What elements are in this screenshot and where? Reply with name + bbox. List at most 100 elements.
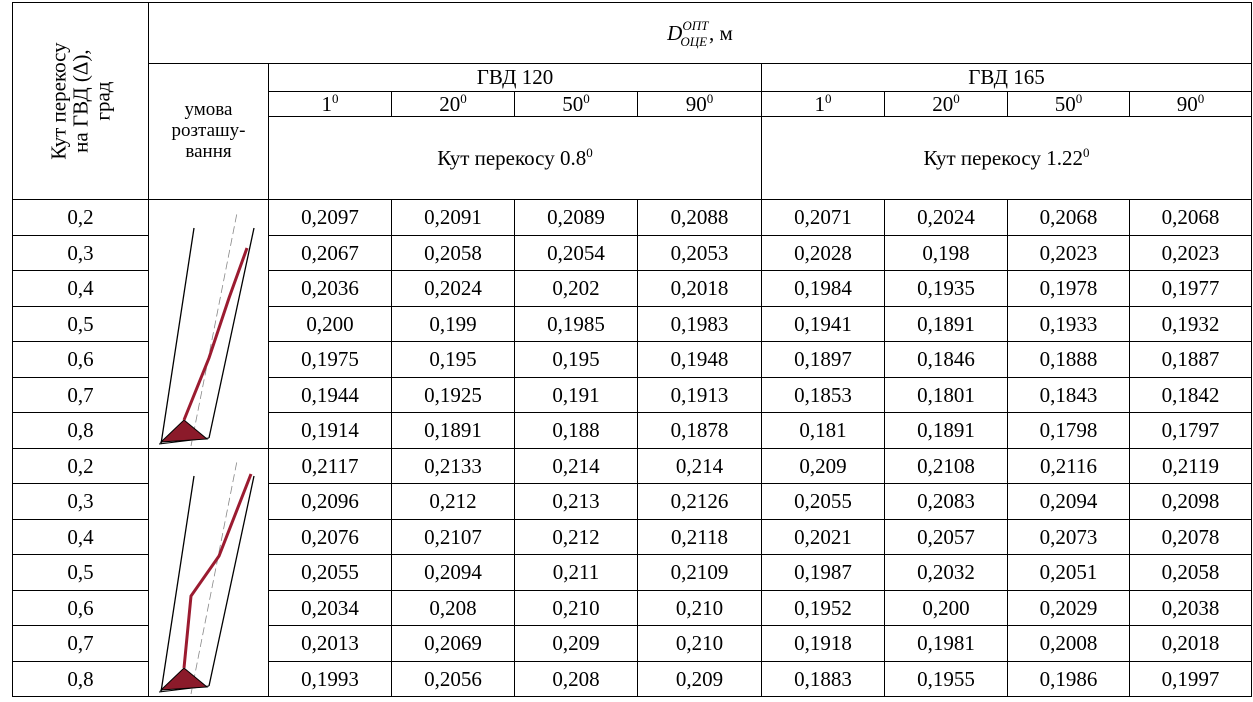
- value-cell: 0,2054: [515, 235, 638, 271]
- value-cell: 0,209: [762, 448, 885, 484]
- value-cell: 0,199: [392, 306, 515, 342]
- skew-value: 0,4: [13, 519, 149, 555]
- value-cell: 0,2119: [1130, 448, 1252, 484]
- angle-value: 90: [1177, 92, 1198, 116]
- value-cell: 0,1891: [885, 413, 1008, 449]
- value-cell: 0,1944: [269, 377, 392, 413]
- skew-text: Кут перекосу 1.22: [924, 146, 1083, 170]
- value-cell: 0,1985: [515, 306, 638, 342]
- value-cell: 0,2067: [269, 235, 392, 271]
- value-cell: 0,1888: [1008, 342, 1130, 378]
- angle: 200: [392, 92, 515, 117]
- side-label-line: Кут перекосу: [46, 42, 70, 159]
- value-cell: 0,2108: [885, 448, 1008, 484]
- skew-value: 0,3: [13, 235, 149, 271]
- skew-value: 0,6: [13, 590, 149, 626]
- value-cell: 0,1932: [1130, 306, 1252, 342]
- value-cell: 0,1878: [638, 413, 762, 449]
- skew-value: 0,6: [13, 342, 149, 378]
- position-diagram: [149, 208, 268, 448]
- value-cell: 0,2051: [1008, 555, 1130, 591]
- value-cell: 0,1952: [762, 590, 885, 626]
- value-cell: 0,2038: [1130, 590, 1252, 626]
- value-cell: 0,1935: [885, 271, 1008, 307]
- value-cell: 0,1801: [885, 377, 1008, 413]
- value-cell: 0,1987: [762, 555, 885, 591]
- value-cell: 0,1897: [762, 342, 885, 378]
- value-cell: 0,191: [515, 377, 638, 413]
- main-heading: DОПТОЦЕ, м: [149, 3, 1252, 64]
- value-cell: 0,1941: [762, 306, 885, 342]
- value-cell: 0,2053: [638, 235, 762, 271]
- diagram-cell: [149, 200, 269, 449]
- value-cell: 0,2071: [762, 200, 885, 236]
- value-cell: 0,1997: [1130, 661, 1252, 697]
- group-name: ГВД 165: [762, 64, 1252, 92]
- condition-line: вання: [185, 141, 231, 162]
- value-cell: 0,208: [515, 661, 638, 697]
- value-cell: 0,2116: [1008, 448, 1130, 484]
- value-cell: 0,195: [515, 342, 638, 378]
- value-cell: 0,2097: [269, 200, 392, 236]
- skew-value: 0,2: [13, 200, 149, 236]
- value-cell: 0,2126: [638, 484, 762, 520]
- value-cell: 0,214: [515, 448, 638, 484]
- value-cell: 0,2032: [885, 555, 1008, 591]
- value-cell: 0,208: [392, 590, 515, 626]
- value-cell: 0,1842: [1130, 377, 1252, 413]
- value-cell: 0,1798: [1008, 413, 1130, 449]
- value-cell: 0,2055: [269, 555, 392, 591]
- value-cell: 0,2008: [1008, 626, 1130, 662]
- value-cell: 0,1853: [762, 377, 885, 413]
- skew-value: 0,8: [13, 413, 149, 449]
- page: Кут перекосуна ГВД (Δ),градDОПТОЦЕ, м умо…: [0, 0, 1253, 702]
- skew-value: 0,4: [13, 271, 149, 307]
- value-cell: 0,2109: [638, 555, 762, 591]
- value-cell: 0,2058: [1130, 555, 1252, 591]
- value-cell: 0,1843: [1008, 377, 1130, 413]
- value-cell: 0,1883: [762, 661, 885, 697]
- value-cell: 0,1984: [762, 271, 885, 307]
- value-cell: 0,2028: [762, 235, 885, 271]
- skew-label: Кут перекосу 1.220: [762, 117, 1252, 200]
- value-cell: 0,195: [392, 342, 515, 378]
- condition-line: умова: [185, 99, 233, 120]
- value-cell: 0,2024: [392, 271, 515, 307]
- value-cell: 0,2036: [269, 271, 392, 307]
- angle: 500: [1008, 92, 1130, 117]
- value-cell: 0,1887: [1130, 342, 1252, 378]
- skew-degree: 0: [1083, 145, 1090, 160]
- value-cell: 0,1975: [269, 342, 392, 378]
- value-cell: 0,1986: [1008, 661, 1130, 697]
- value-cell: 0,2029: [1008, 590, 1130, 626]
- value-cell: 0,212: [392, 484, 515, 520]
- value-cell: 0,2096: [269, 484, 392, 520]
- angle-degree: 0: [460, 91, 467, 106]
- value-cell: 0,2058: [392, 235, 515, 271]
- value-cell: 0,2068: [1130, 200, 1252, 236]
- value-cell: 0,200: [885, 590, 1008, 626]
- value-cell: 0,202: [515, 271, 638, 307]
- value-cell: 0,1913: [638, 377, 762, 413]
- value-cell: 0,211: [515, 555, 638, 591]
- value-cell: 0,210: [638, 626, 762, 662]
- value-cell: 0,2094: [1008, 484, 1130, 520]
- angle: 10: [762, 92, 885, 117]
- value-cell: 0,1918: [762, 626, 885, 662]
- position-diagram: [149, 456, 268, 696]
- angle-degree: 0: [1076, 91, 1083, 106]
- side-label-line: град: [91, 81, 115, 120]
- skew-value: 0,5: [13, 306, 149, 342]
- value-cell: 0,1846: [885, 342, 1008, 378]
- value-cell: 0,2107: [392, 519, 515, 555]
- angle: 900: [638, 92, 762, 117]
- angle-degree: 0: [707, 91, 714, 106]
- angle-degree: 0: [953, 91, 960, 106]
- angle: 500: [515, 92, 638, 117]
- skew-value: 0,5: [13, 555, 149, 591]
- diagram-cell: [149, 448, 269, 697]
- value-cell: 0,2024: [885, 200, 1008, 236]
